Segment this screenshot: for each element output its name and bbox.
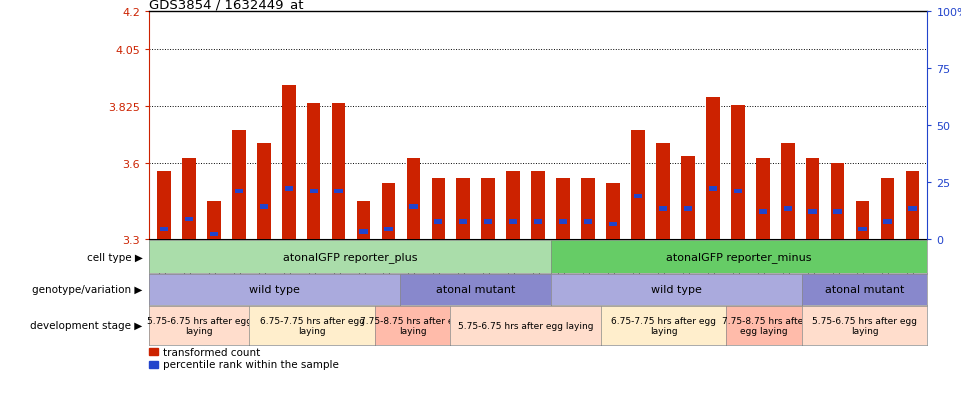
Bar — [232, 131, 246, 240]
Bar — [808, 209, 817, 214]
Bar — [209, 232, 218, 237]
Bar — [855, 202, 870, 240]
Text: atonal mutant: atonal mutant — [435, 285, 515, 295]
Text: 7.75-8.75 hrs after egg
laying: 7.75-8.75 hrs after egg laying — [360, 316, 465, 335]
Text: 5.75-6.75 hrs after egg
laying: 5.75-6.75 hrs after egg laying — [812, 316, 917, 335]
Bar — [409, 204, 417, 209]
Bar — [534, 220, 542, 224]
Bar — [284, 187, 293, 191]
Bar — [531, 171, 545, 240]
Bar — [606, 184, 620, 240]
Bar — [584, 220, 592, 224]
Text: atonalGFP reporter_minus: atonalGFP reporter_minus — [666, 252, 812, 262]
Bar — [456, 179, 470, 240]
Bar — [384, 227, 393, 232]
Bar — [431, 179, 445, 240]
Bar — [434, 220, 442, 224]
Text: genotype/variation ▶: genotype/variation ▶ — [33, 285, 142, 295]
Bar — [185, 217, 193, 222]
Bar — [257, 144, 271, 240]
Bar — [307, 103, 320, 240]
Bar — [556, 179, 570, 240]
Bar — [609, 222, 617, 227]
Text: 5.75-6.75 hrs after egg laying: 5.75-6.75 hrs after egg laying — [457, 321, 593, 330]
Text: development stage ▶: development stage ▶ — [31, 320, 142, 331]
Text: atonalGFP reporter_plus: atonalGFP reporter_plus — [283, 252, 417, 262]
Bar — [259, 204, 268, 209]
Bar — [756, 159, 770, 240]
Text: GDS3854 / 1632449_at: GDS3854 / 1632449_at — [149, 0, 304, 11]
Bar — [631, 131, 645, 240]
Bar — [683, 207, 692, 211]
Bar — [160, 227, 168, 232]
Bar — [282, 85, 296, 240]
Bar — [509, 220, 517, 224]
Bar — [908, 207, 917, 211]
Bar — [581, 179, 595, 240]
Bar — [706, 98, 720, 240]
Bar — [634, 195, 642, 199]
Bar — [382, 184, 395, 240]
Bar — [780, 144, 795, 240]
Bar — [332, 103, 345, 240]
Bar — [149, 361, 159, 368]
Bar — [883, 220, 892, 224]
Bar — [182, 159, 196, 240]
Bar — [905, 171, 920, 240]
Text: 7.75-8.75 hrs after
egg laying: 7.75-8.75 hrs after egg laying — [722, 316, 806, 335]
Text: wild type: wild type — [249, 285, 300, 295]
Bar — [830, 164, 845, 240]
Bar — [207, 202, 221, 240]
Bar — [157, 171, 171, 240]
Bar — [805, 159, 820, 240]
Bar — [731, 106, 745, 240]
Bar — [559, 220, 567, 224]
Bar — [708, 187, 717, 191]
Bar — [858, 227, 867, 232]
Text: 6.75-7.75 hrs after egg
laying: 6.75-7.75 hrs after egg laying — [611, 316, 716, 335]
Bar — [681, 156, 695, 240]
Text: percentile rank within the sample: percentile rank within the sample — [162, 359, 338, 369]
Text: wild type: wild type — [651, 285, 702, 295]
Bar — [309, 189, 318, 194]
Bar — [656, 144, 670, 240]
Text: transformed count: transformed count — [162, 347, 260, 357]
Bar — [359, 230, 368, 234]
Bar — [407, 159, 420, 240]
Bar — [459, 220, 467, 224]
Bar — [484, 220, 492, 224]
Text: 5.75-6.75 hrs after egg
laying: 5.75-6.75 hrs after egg laying — [147, 316, 252, 335]
Bar — [234, 189, 243, 194]
Text: atonal mutant: atonal mutant — [825, 285, 904, 295]
Bar — [758, 209, 767, 214]
Bar — [733, 189, 742, 194]
Bar — [357, 202, 370, 240]
Bar — [659, 207, 667, 211]
Bar — [880, 179, 895, 240]
Bar — [481, 179, 495, 240]
Bar — [783, 207, 792, 211]
Bar — [506, 171, 520, 240]
Bar — [334, 189, 343, 194]
Text: cell type ▶: cell type ▶ — [86, 252, 142, 262]
Bar — [833, 209, 842, 214]
Bar — [149, 349, 159, 356]
Text: 6.75-7.75 hrs after egg
laying: 6.75-7.75 hrs after egg laying — [259, 316, 364, 335]
